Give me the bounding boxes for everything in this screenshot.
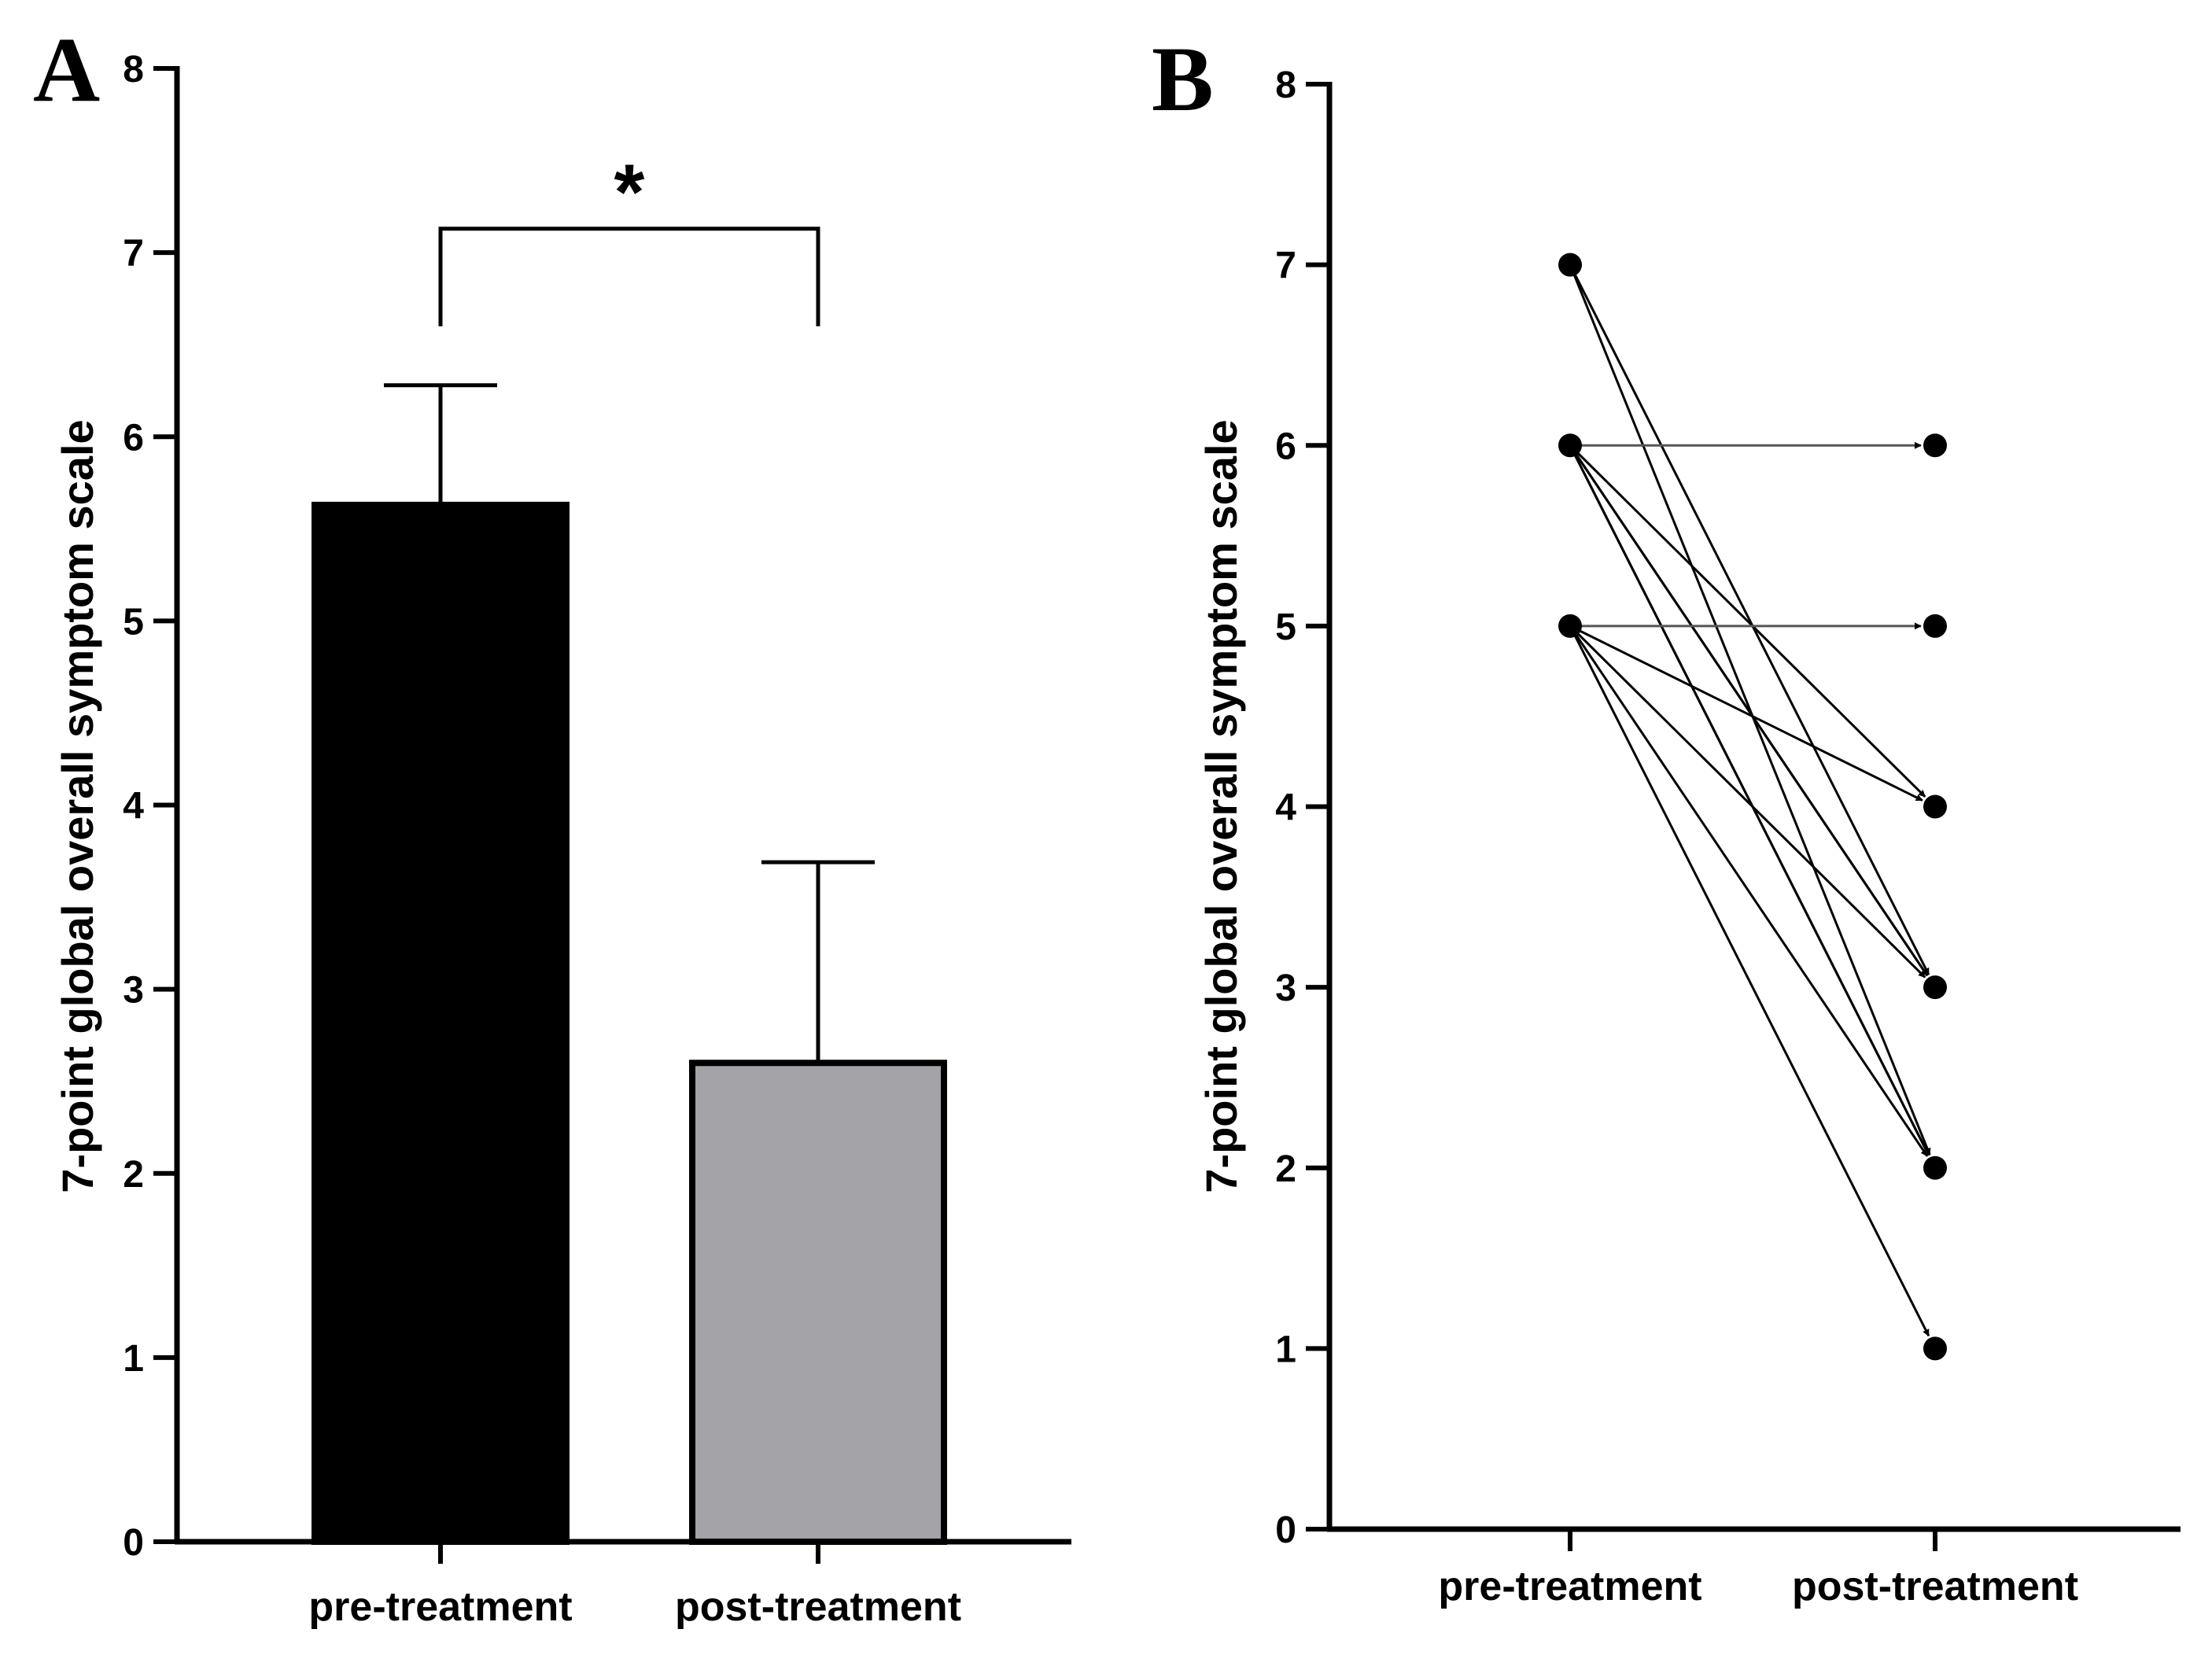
significance-star: * <box>614 149 645 237</box>
y-tick-label: 8 <box>123 49 144 90</box>
y-tick-label: 4 <box>123 786 144 828</box>
panel-b-x-ticks <box>1568 1529 1937 1551</box>
panel-b-category-label: pre-treatment <box>1438 1564 1701 1609</box>
panel-a-bars <box>312 501 947 1545</box>
y-tick-label: 2 <box>123 1154 144 1196</box>
pair-arrow <box>1569 444 1930 1156</box>
panel-a-category-label: post-treatment <box>675 1584 961 1630</box>
significance-bracket <box>438 227 820 326</box>
y-tick-label: 7 <box>123 233 144 275</box>
post-point <box>1923 975 1947 1000</box>
post-point <box>1923 1336 1947 1361</box>
y-tick-label: 3 <box>123 970 144 1012</box>
post-point <box>1923 614 1947 638</box>
pair-arrow <box>1569 264 1931 1156</box>
y-tick-label: 2 <box>1275 1148 1296 1190</box>
panel-b-pair-arrows <box>1569 264 1931 1337</box>
panel-b-letter: B <box>1152 28 1214 131</box>
bar <box>689 1060 947 1545</box>
y-tick-label: 8 <box>1275 65 1296 106</box>
panel-a-x-ticks <box>438 1542 820 1564</box>
panel-a-bar-chart: A 7-point global overall symptom scale 0… <box>33 18 1071 1630</box>
bar <box>312 501 570 1545</box>
pair-arrow <box>1569 625 1930 1337</box>
y-tick-label: 0 <box>1275 1509 1296 1551</box>
panel-a-letter: A <box>33 18 100 121</box>
panel-a-significance: * <box>438 149 820 326</box>
panel-b-category-label: post-treatment <box>1792 1564 2078 1609</box>
y-tick-label: 7 <box>1275 245 1296 287</box>
y-tick-label: 0 <box>123 1522 144 1564</box>
pair-arrow <box>1569 625 1926 979</box>
panel-a-y-axis-title: 7-point global overall symptom scale <box>53 419 102 1192</box>
post-point <box>1923 433 1947 458</box>
pair-arrow <box>1569 264 1930 975</box>
y-tick-label: 5 <box>1275 606 1296 648</box>
y-tick-label: 6 <box>123 417 144 459</box>
panel-b-y-axis-title: 7-point global overall symptom scale <box>1196 419 1246 1192</box>
panel-b-y-ticks: 0 1 2 3 4 5 6 7 8 <box>1275 65 1329 1551</box>
pre-point <box>1558 433 1582 458</box>
pair-arrow <box>1569 444 1929 977</box>
y-tick-label: 1 <box>1275 1329 1296 1370</box>
y-tick-label: 4 <box>1275 787 1296 829</box>
pair-arrow <box>1569 625 1923 802</box>
post-point <box>1923 1156 1947 1180</box>
y-tick-label: 1 <box>123 1338 144 1380</box>
y-tick-label: 3 <box>1275 968 1296 1009</box>
panel-b-points <box>1558 252 1947 1361</box>
panel-a-y-ticks: 0 1 2 3 4 5 6 7 8 <box>123 49 177 1564</box>
y-tick-label: 6 <box>1275 426 1296 467</box>
pre-point <box>1558 614 1582 638</box>
pair-arrow <box>1569 444 1926 798</box>
pre-point <box>1558 252 1582 277</box>
panel-b-paired-chart: B 7-point global overall symptom scale 0… <box>1152 28 2181 1609</box>
pair-arrow <box>1569 625 1929 1157</box>
y-tick-label: 5 <box>123 601 144 643</box>
post-point <box>1923 794 1947 819</box>
panel-a-category-label: pre-treatment <box>308 1584 572 1630</box>
panel-a-error-bars <box>384 383 875 1063</box>
